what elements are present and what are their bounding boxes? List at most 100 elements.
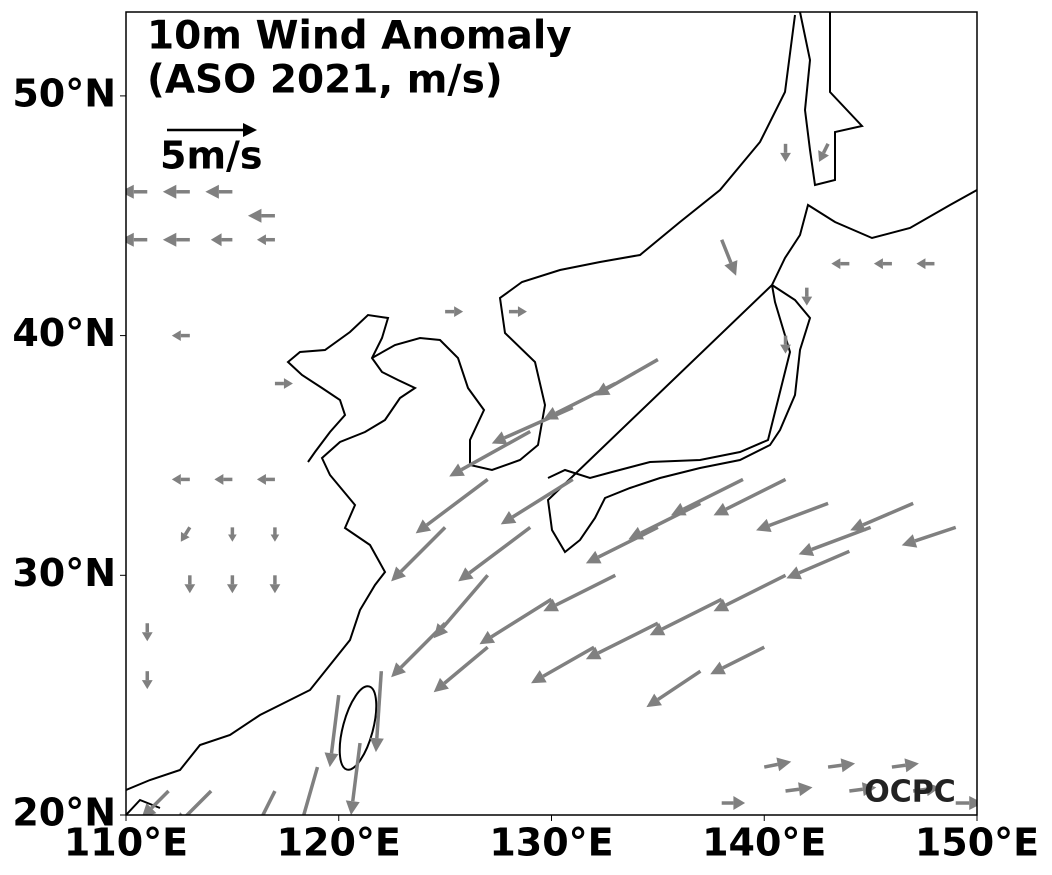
arrow-head xyxy=(391,566,406,582)
arrow-shaft xyxy=(443,645,489,685)
wind-arrow xyxy=(491,405,574,445)
wind-arrow xyxy=(324,694,341,768)
wind-arrow xyxy=(585,621,659,660)
wind-arrow xyxy=(269,575,281,594)
arrow-head xyxy=(162,232,177,247)
arrow-head xyxy=(269,584,281,594)
arrow-head xyxy=(517,306,527,318)
y-tick-label: 40°N xyxy=(12,311,116,355)
key-label: 5m/s xyxy=(160,134,263,178)
arrow-shaft xyxy=(597,621,659,655)
y-tick-label: 50°N xyxy=(12,71,116,115)
wind-arrow xyxy=(162,184,190,199)
arrow-head xyxy=(925,782,941,797)
arrow-head xyxy=(256,234,266,246)
arrow-head xyxy=(226,584,238,594)
arrow-shaft xyxy=(661,597,723,631)
wind-arrow xyxy=(585,525,659,564)
arrow-head xyxy=(458,567,474,582)
arrow-head xyxy=(850,518,866,532)
wind-arrow xyxy=(433,645,489,693)
arrow-shaft xyxy=(399,622,447,669)
arrow-head xyxy=(126,184,134,199)
arrow-head xyxy=(901,534,918,548)
china-coast xyxy=(126,313,418,791)
x-tick-label: 110°E xyxy=(64,821,188,865)
wind-arrow xyxy=(849,782,877,797)
arrow-shaft xyxy=(490,597,553,639)
wind-arrow xyxy=(256,474,275,485)
arrow-head xyxy=(543,598,559,612)
wind-arrow xyxy=(247,208,275,223)
wind-arrow xyxy=(126,232,148,247)
wind-arrow xyxy=(818,143,830,162)
wind-arrow xyxy=(850,501,914,532)
arrow-head xyxy=(916,258,926,270)
arrow-head xyxy=(184,584,196,594)
arrow-shaft xyxy=(301,766,320,815)
wind-arrow xyxy=(628,501,702,540)
arrow-head xyxy=(831,258,841,270)
arrow-head xyxy=(433,623,449,639)
arrow-head xyxy=(710,661,726,675)
arrow-shaft xyxy=(542,645,595,678)
arrow-shaft xyxy=(329,694,341,754)
arrow-shaft xyxy=(640,501,702,535)
wind-arrow xyxy=(713,573,787,612)
arrow-head xyxy=(585,646,602,660)
arrow-shaft xyxy=(914,525,957,543)
arrow-head xyxy=(531,670,547,684)
arrow-head xyxy=(205,184,219,199)
wind-arrow xyxy=(141,623,153,642)
arrow-head xyxy=(142,803,157,815)
wind-arrow xyxy=(786,549,851,580)
wind-arrow xyxy=(831,258,850,270)
watermark: OCPC xyxy=(864,775,956,810)
wind-arrow xyxy=(256,234,275,246)
wind-arrow xyxy=(508,306,527,318)
wind-arrow xyxy=(184,575,196,594)
y-tick-label: 20°N xyxy=(12,791,116,835)
arrow-head xyxy=(256,474,266,485)
arrow-shaft xyxy=(725,477,787,511)
arrow-head xyxy=(210,233,222,247)
arrow-shaft xyxy=(511,477,574,519)
arrow-head xyxy=(415,519,432,534)
wind-arrow xyxy=(646,669,702,708)
arrow-head xyxy=(780,152,791,162)
wind-arrow xyxy=(531,645,595,684)
arrow-head xyxy=(756,518,772,533)
arrow-shaft xyxy=(183,526,192,536)
arrow-shaft xyxy=(785,787,800,793)
coastlines xyxy=(126,12,977,845)
arrow-head xyxy=(646,693,662,708)
arrow-head xyxy=(713,598,730,612)
arrow-head xyxy=(270,534,280,542)
arrow-shaft xyxy=(425,478,489,527)
arrow-head xyxy=(283,378,293,389)
arrow-shaft xyxy=(606,358,659,391)
x-tick-label: 120°E xyxy=(277,821,401,865)
arrow-shaft xyxy=(849,787,864,793)
wind-arrow xyxy=(720,239,738,276)
arrow-shaft xyxy=(460,429,532,472)
arrow-head xyxy=(713,502,730,516)
wind-arrow xyxy=(391,526,447,582)
japan xyxy=(546,189,977,554)
wind-arrow xyxy=(801,287,813,306)
arrow-shaft xyxy=(721,645,766,670)
arrow-head xyxy=(171,474,181,485)
wind-arrow xyxy=(433,574,490,639)
wind-arrow xyxy=(649,597,723,636)
wind-arrow xyxy=(827,758,856,773)
arrow-head xyxy=(543,407,559,420)
arrow-shaft xyxy=(503,405,574,440)
arrow-head xyxy=(818,150,829,162)
arrow-head xyxy=(449,463,465,477)
arrow-head xyxy=(861,782,877,797)
wind-arrow xyxy=(543,573,617,612)
arrow-head xyxy=(248,829,261,845)
arrow-head xyxy=(776,757,792,772)
arrow-head xyxy=(969,796,977,811)
